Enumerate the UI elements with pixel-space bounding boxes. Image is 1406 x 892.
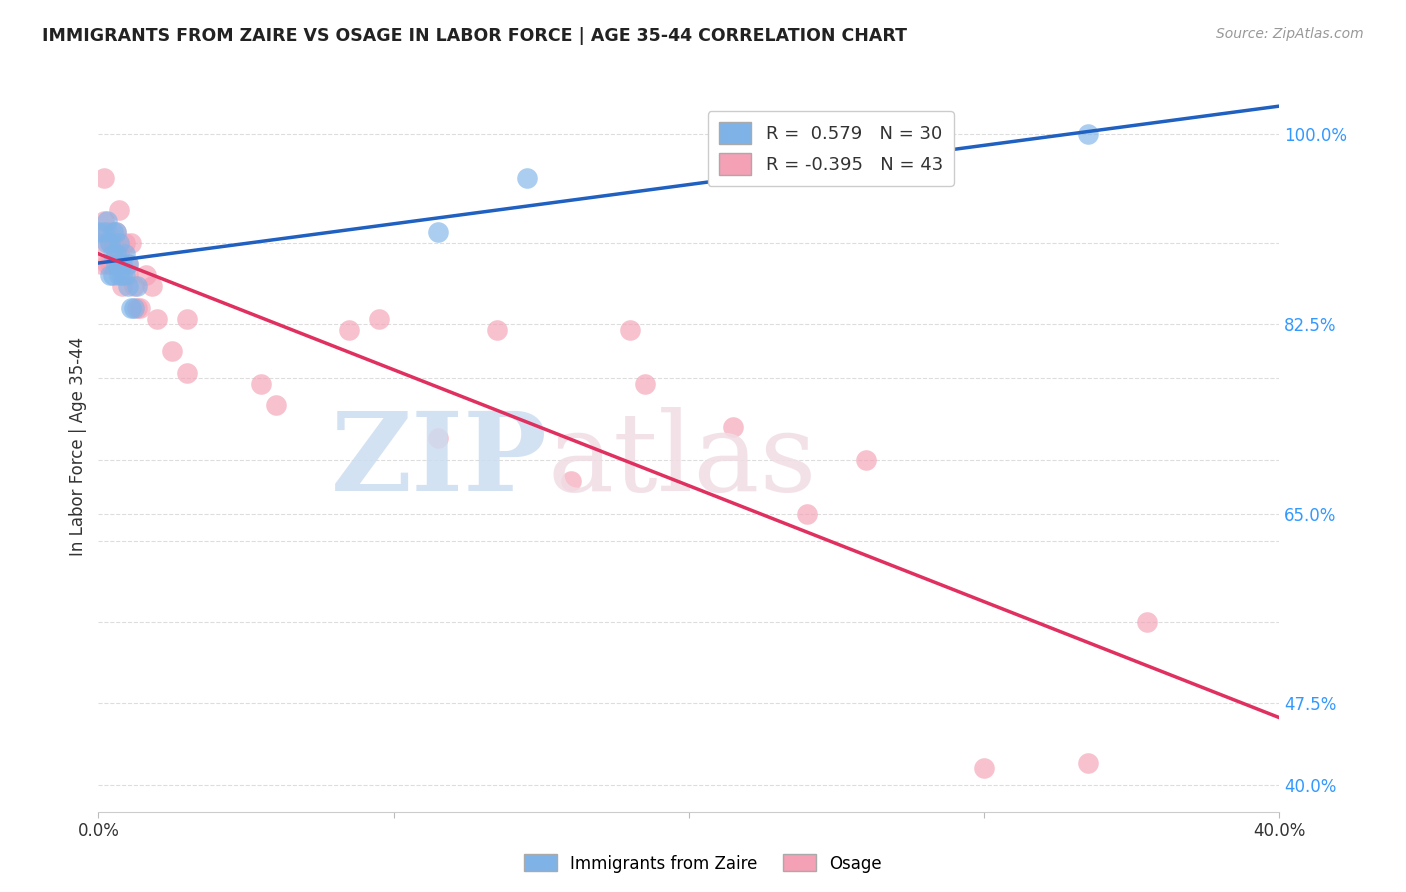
Text: ZIP: ZIP	[330, 407, 547, 514]
Point	[98, 235, 121, 250]
Point	[117, 258, 139, 272]
Point	[973, 761, 995, 775]
Point	[128, 301, 150, 315]
Point	[90, 258, 112, 272]
Point	[93, 170, 115, 185]
Point	[176, 311, 198, 326]
Legend: R =  0.579   N = 30, R = -0.395   N = 43: R = 0.579 N = 30, R = -0.395 N = 43	[707, 112, 953, 186]
Point	[176, 366, 198, 380]
Point	[103, 268, 125, 283]
Point	[111, 258, 134, 272]
Point	[108, 268, 131, 283]
Point	[560, 474, 582, 488]
Y-axis label: In Labor Force | Age 35-44: In Labor Force | Age 35-44	[69, 336, 87, 556]
Point	[98, 235, 121, 250]
Point	[103, 258, 125, 272]
Point	[108, 246, 131, 260]
Point	[125, 301, 148, 315]
Point	[427, 225, 450, 239]
Point	[111, 268, 134, 283]
Point	[122, 301, 145, 315]
Point	[117, 268, 139, 283]
Point	[855, 452, 877, 467]
Point	[111, 279, 134, 293]
Point	[1077, 756, 1099, 770]
Point	[486, 322, 509, 336]
Point	[427, 431, 450, 445]
Point	[96, 225, 118, 239]
Point	[87, 225, 110, 239]
Point	[105, 258, 128, 272]
Point	[368, 311, 391, 326]
Point	[108, 258, 131, 272]
Point	[122, 279, 145, 293]
Point	[796, 507, 818, 521]
Point	[339, 322, 361, 336]
Point	[117, 279, 139, 293]
Point	[141, 279, 163, 293]
Point	[105, 225, 128, 239]
Point	[103, 235, 125, 250]
Point	[103, 225, 125, 239]
Text: Source: ZipAtlas.com: Source: ZipAtlas.com	[1216, 27, 1364, 41]
Legend: Immigrants from Zaire, Osage: Immigrants from Zaire, Osage	[517, 847, 889, 880]
Point	[105, 246, 128, 260]
Point	[1136, 615, 1159, 629]
Point	[619, 322, 641, 336]
Point	[516, 170, 538, 185]
Point	[98, 258, 121, 272]
Point	[117, 258, 139, 272]
Point	[120, 301, 142, 315]
Point	[108, 203, 131, 218]
Point	[98, 268, 121, 283]
Text: IMMIGRANTS FROM ZAIRE VS OSAGE IN LABOR FORCE | AGE 35-44 CORRELATION CHART: IMMIGRANTS FROM ZAIRE VS OSAGE IN LABOR …	[42, 27, 907, 45]
Point	[264, 398, 287, 412]
Point	[120, 235, 142, 250]
Point	[108, 235, 131, 250]
Point	[105, 225, 128, 239]
Point	[87, 235, 110, 250]
Point	[135, 268, 157, 283]
Point	[96, 258, 118, 272]
Point	[634, 376, 657, 391]
Point	[146, 311, 169, 326]
Point	[96, 214, 118, 228]
Point	[125, 279, 148, 293]
Point	[1077, 128, 1099, 142]
Point	[96, 235, 118, 250]
Point	[93, 214, 115, 228]
Point	[114, 235, 136, 250]
Point	[723, 420, 745, 434]
Point	[93, 225, 115, 239]
Point	[162, 344, 183, 359]
Point	[114, 268, 136, 283]
Point	[114, 246, 136, 260]
Point	[105, 246, 128, 260]
Point	[103, 246, 125, 260]
Point	[250, 376, 273, 391]
Text: atlas: atlas	[547, 407, 817, 514]
